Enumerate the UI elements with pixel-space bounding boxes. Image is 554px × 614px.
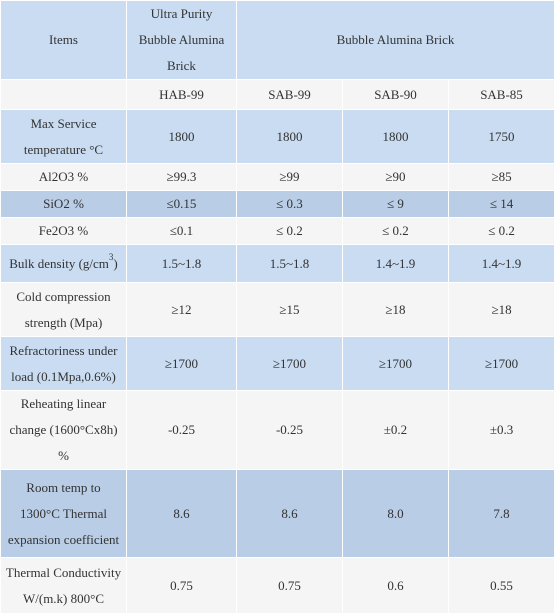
value-cell: 1800 (127, 110, 237, 164)
grade-cell: SAB-85 (449, 80, 554, 110)
table-row: Bulk density (g/cm3) 1.5~1.8 1.5~1.8 1.4… (1, 245, 554, 283)
value-cell: ≤ 9 (343, 191, 449, 218)
table-row: Al2O3 % ≥99.3 ≥99 ≥90 ≥85 (1, 164, 554, 191)
value-cell: ≥1700 (449, 337, 554, 391)
ultra-purity-header: Ultra Purity Bubble Alumina Brick (127, 1, 237, 80)
row-label: Room temp to 1300°C Thermal expansion co… (1, 470, 127, 558)
value-cell: 8.0 (343, 470, 449, 558)
value-cell: ≥1700 (127, 337, 237, 391)
bulk-density-label-tail: ) (113, 256, 117, 271)
value-cell: 1.4~1.9 (449, 245, 554, 283)
table-row: Max Service temperature °C 1800 1800 180… (1, 110, 554, 164)
value-cell: ≤ 0.2 (449, 218, 554, 245)
row-label: SiO2 % (1, 191, 127, 218)
value-cell: 7.8 (449, 470, 554, 558)
table-row: Thermal Conductivity W/(m.k) 800°C 0.75 … (1, 558, 554, 614)
row-label: Cold compression strength (Mpa) (1, 283, 127, 337)
value-cell: 1.5~1.8 (127, 245, 237, 283)
row-label: Fe2O3 % (1, 218, 127, 245)
value-cell: ≤0.1 (127, 218, 237, 245)
table-row: Cold compression strength (Mpa) ≥12 ≥15 … (1, 283, 554, 337)
value-cell: ±0.2 (343, 391, 449, 470)
value-cell: ≤ 0.3 (237, 191, 343, 218)
row-label: Al2O3 % (1, 164, 127, 191)
bulk-density-exponent: 3 (109, 252, 114, 262)
value-cell: 0.75 (237, 558, 343, 614)
value-cell: 0.75 (127, 558, 237, 614)
grade-blank-cell (1, 80, 127, 110)
row-label: Reheating linear change (1600°Cx8h) % (1, 391, 127, 470)
value-cell: 1800 (343, 110, 449, 164)
table-row: Room temp to 1300°C Thermal expansion co… (1, 470, 554, 558)
value-cell: ≤0.15 (127, 191, 237, 218)
value-cell: ≤ 0.2 (343, 218, 449, 245)
value-cell: 1750 (449, 110, 554, 164)
row-label: Thermal Conductivity W/(m.k) 800°C (1, 558, 127, 614)
value-cell: ≥12 (127, 283, 237, 337)
bubble-alumina-header: Bubble Alumina Brick (237, 1, 554, 80)
value-cell: -0.25 (237, 391, 343, 470)
value-cell: ≥85 (449, 164, 554, 191)
value-cell: ≤ 14 (449, 191, 554, 218)
row-label: Refractoriness under load (0.1Mpa,0.6%) (1, 337, 127, 391)
header-row: Items Ultra Purity Bubble Alumina Brick … (1, 1, 554, 80)
table-row: SiO2 % ≤0.15 ≤ 0.3 ≤ 9 ≤ 14 (1, 191, 554, 218)
value-cell: ≥90 (343, 164, 449, 191)
items-header: Items (1, 1, 127, 80)
value-cell: ≥99 (237, 164, 343, 191)
row-label: Max Service temperature °C (1, 110, 127, 164)
value-cell: 8.6 (237, 470, 343, 558)
grade-cell: SAB-99 (237, 80, 343, 110)
value-cell: ≥1700 (343, 337, 449, 391)
bulk-density-label: Bulk density (g/cm (9, 256, 109, 271)
table-row: Reheating linear change (1600°Cx8h) % -0… (1, 391, 554, 470)
value-cell: ≥18 (449, 283, 554, 337)
grade-row: HAB-99 SAB-99 SAB-90 SAB-85 (1, 80, 554, 110)
row-label: Bulk density (g/cm3) (1, 245, 127, 283)
table-row: Fe2O3 % ≤0.1 ≤ 0.2 ≤ 0.2 ≤ 0.2 (1, 218, 554, 245)
grade-cell: SAB-90 (343, 80, 449, 110)
grade-cell: HAB-99 (127, 80, 237, 110)
value-cell: ≤ 0.2 (237, 218, 343, 245)
value-cell: ≥99.3 (127, 164, 237, 191)
table-row: Refractoriness under load (0.1Mpa,0.6%) … (1, 337, 554, 391)
value-cell: ≥1700 (237, 337, 343, 391)
value-cell: ≥18 (343, 283, 449, 337)
value-cell: 1.5~1.8 (237, 245, 343, 283)
value-cell: -0.25 (127, 391, 237, 470)
value-cell: ±0.3 (449, 391, 554, 470)
value-cell: 1.4~1.9 (343, 245, 449, 283)
value-cell: 1800 (237, 110, 343, 164)
value-cell: ≥15 (237, 283, 343, 337)
value-cell: 0.6 (343, 558, 449, 614)
value-cell: 8.6 (127, 470, 237, 558)
value-cell: 0.55 (449, 558, 554, 614)
